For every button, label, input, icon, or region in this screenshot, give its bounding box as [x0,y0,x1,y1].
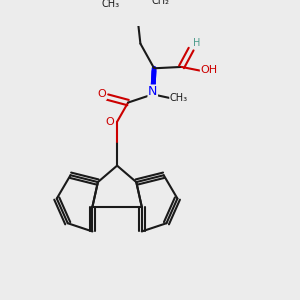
Text: O: O [106,117,115,127]
Text: O: O [98,89,106,99]
Text: N: N [148,85,158,98]
Text: H: H [193,38,200,48]
Text: CH₃: CH₃ [101,0,119,9]
Text: OH: OH [200,65,218,75]
Text: CH₂: CH₂ [152,0,170,6]
Text: CH₃: CH₃ [170,94,188,103]
